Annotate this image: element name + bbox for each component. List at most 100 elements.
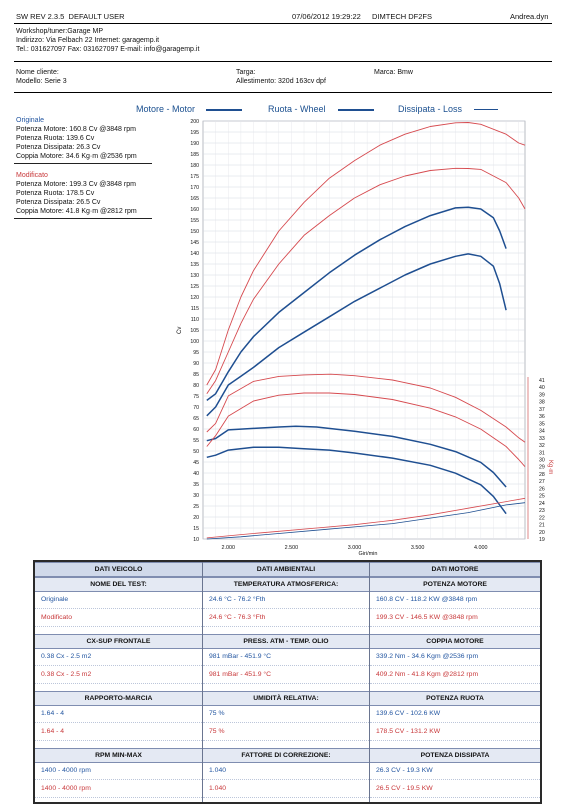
table-section-label: FATTORE DI CORREZIONE:: [203, 748, 369, 763]
table-section-label: RAPPORTO-MARCIA: [35, 691, 202, 706]
table-cell: 139.6 CV - 102.6 KW: [370, 706, 540, 723]
table-column-header: DATI AMBIENTALI: [203, 562, 369, 577]
table-cell: 75 %: [203, 706, 369, 723]
y-tick-label: 75: [193, 394, 199, 400]
y-tick-label: 50: [193, 449, 199, 455]
y-tick-label: 25: [193, 504, 199, 510]
modified-results: Modificato Potenza Motore: 199.3 Cv @384…: [16, 171, 137, 216]
contact-line: Tel.: 031627097 Fax: 031627097 E-mail: i…: [16, 46, 200, 53]
right-tick-label: 19: [539, 537, 545, 543]
y-tick-label: 85: [193, 372, 199, 378]
legend-loss: Dissipata - Loss: [398, 104, 463, 114]
operator-name: Andrea.dyn: [510, 12, 549, 21]
right-tick-label: 32: [539, 443, 545, 449]
x-axis-ticks: 2.000 2.500 3.000 3.500 4.000: [222, 545, 488, 551]
right-tick-label: 40: [539, 385, 545, 391]
sw-rev-text: SW REV 2.3.5: [16, 12, 65, 21]
table-section-label: COPPIA MOTORE: [370, 634, 540, 649]
legend-wheel-line: [338, 109, 374, 111]
table-cell: Originale: [35, 592, 202, 609]
right-tick-label: 41: [539, 378, 545, 384]
series-line-originale: [206, 446, 507, 515]
original-line: Potenza Ruota: 139.6 Cv: [16, 135, 95, 142]
table-cell: 981 mBar - 451.9 °C: [203, 649, 369, 666]
series-line-modificato: [206, 392, 526, 467]
y-tick-label: 165: [190, 196, 199, 202]
table-section-label: CX-SUP FRONTALE: [35, 634, 202, 649]
data-table: DATI VEICOLO DATI AMBIENTALI DATI MOTORE NO…: [33, 560, 542, 804]
original-line: Coppia Motore: 34.6 Kg·m @2536 rpm: [16, 153, 137, 160]
table-cell: 1400 - 4000 rpm: [35, 781, 202, 798]
right-tick-label: 28: [539, 472, 545, 478]
original-divider: [14, 163, 152, 164]
series-line-dissipata: [206, 502, 526, 540]
original-line: Potenza Motore: 160.8 Cv @3848 rpm: [16, 126, 136, 133]
workshop-line: Workshop/tuner:Garage MP: [16, 28, 104, 35]
table-section-label: PRESS. ATM - TEMP. OLIO: [203, 634, 369, 649]
customer-name-label: Nome cliente:: [16, 69, 59, 76]
table-section-label: RPM MIN-MAX: [35, 748, 202, 763]
right-tick-label: 20: [539, 530, 545, 536]
table-cell: 75 %: [203, 724, 369, 741]
right-tick-label: 21: [539, 523, 545, 529]
x-tick-label: 4.000: [474, 545, 488, 551]
right-tick-label: 37: [539, 407, 545, 413]
user-text: DEFAULT USER: [68, 12, 125, 21]
y-tick-label: 15: [193, 526, 199, 532]
right-tick-label: 24: [539, 501, 545, 507]
right-tick-label: 26: [539, 486, 545, 492]
table-column-header: DATI MOTORE: [370, 562, 540, 577]
table-section-label: POTENZA DISSIPATA: [370, 748, 540, 763]
series-line-dissipata: [206, 497, 526, 539]
series-line-modificato: [206, 373, 526, 443]
y-tick-label: 35: [193, 482, 199, 488]
y-tick-label: 110: [191, 317, 199, 323]
dyno-chart: 10 15 20 25 30 35 40 45 50 55 60 65 70 75 80 85 90 95 100 1…: [177, 119, 553, 557]
table-cell: 178.5 CV - 131.2 KW: [370, 724, 540, 741]
y-axis-label: Cv: [177, 327, 183, 334]
right-tick-label: 30: [539, 458, 545, 464]
right-tick-label: 29: [539, 465, 545, 471]
table-column-header: DATI VEICOLO: [35, 562, 202, 577]
right-tick-label: 39: [539, 392, 545, 398]
legend-motor-line: [206, 109, 242, 111]
device-name: DIMTECH DF2FS: [372, 12, 432, 21]
y-tick-label: 175: [190, 174, 199, 180]
table-cell: 0.38 Cx - 2.5 m2: [35, 649, 202, 666]
model-label: Modello: Serie 3: [16, 78, 67, 85]
x-tick-label: 3.000: [348, 545, 362, 551]
y-tick-label: 95: [193, 350, 199, 356]
right-tick-label: 36: [539, 414, 545, 420]
y-tick-label: 65: [193, 416, 199, 422]
right-tick-label: 23: [539, 508, 545, 514]
series-line-modificato: [206, 122, 526, 386]
y-tick-label: 105: [190, 328, 199, 334]
y-tick-label: 70: [193, 405, 199, 411]
legend-wheel: Ruota - Wheel: [268, 104, 326, 114]
chart-series: [206, 122, 526, 540]
series-line-originale: [206, 253, 507, 417]
table-cell: 26.3 CV - 19.3 KW: [370, 763, 540, 780]
table-section-label: POTENZA MOTORE: [370, 577, 540, 592]
y-tick-label: 195: [190, 130, 199, 136]
modified-line: Potenza Motore: 199.3 Cv @3848 rpm: [16, 181, 136, 188]
y-tick-label: 115: [191, 306, 199, 312]
original-line: Potenza Dissipata: 26.3 Cv: [16, 144, 101, 151]
table-cell: 26.5 CV - 19.5 KW: [370, 781, 540, 798]
address-line: Indirizzo: Via Felbach 22 Internet: gara…: [16, 37, 160, 44]
table-cell: 24.6 °C - 76.3 °Fth: [203, 610, 369, 627]
table-cell: Modificato: [35, 610, 202, 627]
x-tick-label: 2.500: [285, 545, 299, 551]
y-tick-label: 145: [190, 240, 199, 246]
y-tick-label: 10: [193, 537, 199, 543]
original-results: Originale Potenza Motore: 160.8 Cv @3848…: [16, 116, 137, 161]
modified-line: Coppia Motore: 41.8 Kg·m @2812 rpm: [16, 208, 137, 215]
y-tick-label: 100: [190, 339, 199, 345]
y-tick-label: 90: [193, 361, 199, 367]
table-section-label: TEMPERATURA ATMOSFERICA:: [203, 577, 369, 592]
table-cell: 981 mBar - 451.9 °C: [203, 667, 369, 684]
y-tick-label: 190: [190, 141, 199, 147]
table-cell: 160.8 CV - 118.2 KW @3848 rpm: [370, 592, 540, 609]
right-tick-label: 27: [539, 479, 545, 485]
